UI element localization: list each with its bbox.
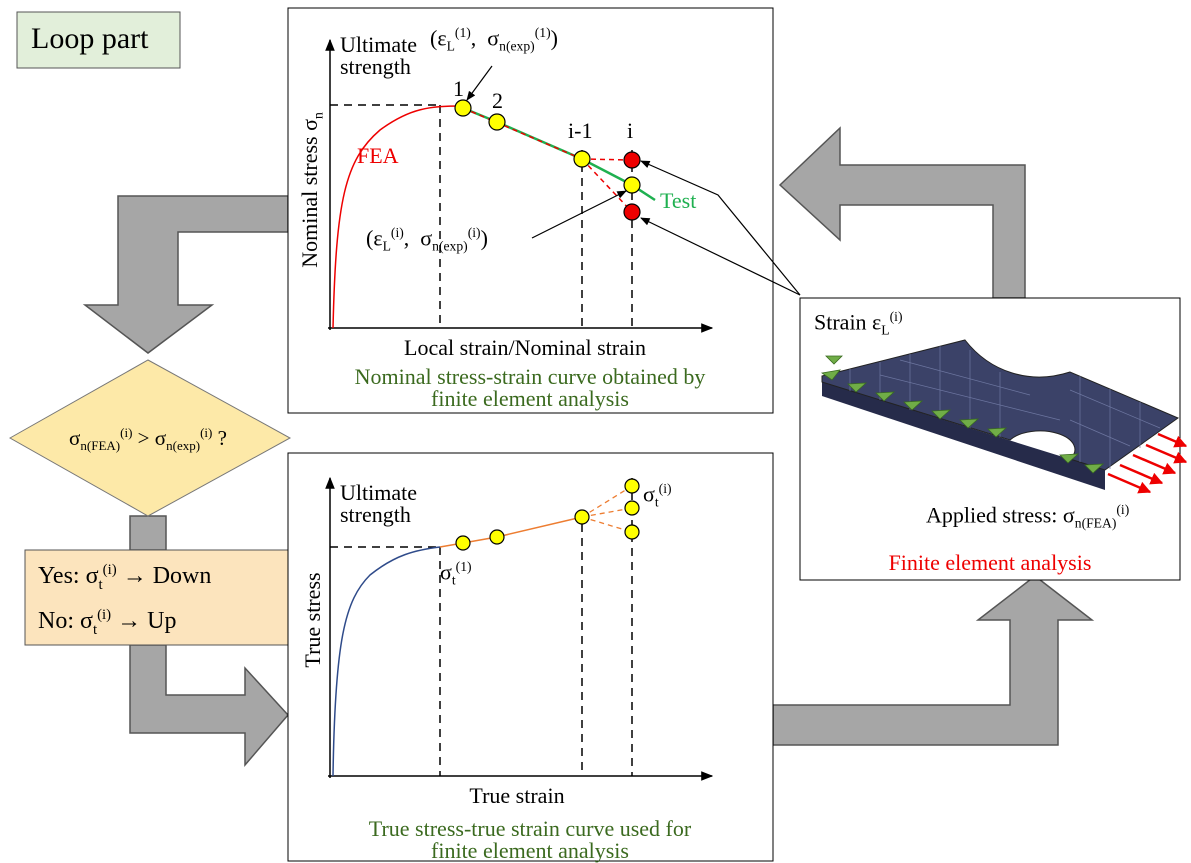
text-part: (ε [430, 25, 447, 50]
sigma-i-label: σt(i) [643, 482, 672, 509]
text-part: L [447, 39, 455, 54]
fea-caption: Finite element analysis [889, 552, 1092, 574]
text-part: n(exp) [432, 239, 468, 254]
point-label: 2 [492, 90, 503, 112]
x-axis-label: Local strain/Nominal strain [404, 337, 646, 359]
text-part: n(exp) [166, 438, 200, 453]
sigma-1-label: σt(1) [440, 560, 472, 587]
text-part: (1) [456, 559, 472, 574]
text-part: σ [440, 559, 452, 584]
text-part: n(FEA) [1075, 516, 1117, 531]
text-part: ) [481, 225, 488, 250]
text-part: n [310, 112, 325, 119]
strain-label: Strain εL(i) [814, 310, 903, 337]
text-part: (i) [391, 225, 404, 240]
text-part: t [93, 622, 97, 638]
x-axis-label: True strain [469, 785, 564, 807]
text-part: (ε [366, 225, 383, 250]
text-part: (1) [535, 25, 551, 40]
y-axis-label: Nominal stress σn [299, 112, 325, 268]
point-label: i [627, 120, 633, 142]
text-part: > σ [132, 426, 166, 450]
text-part: Nominal stress σ [297, 119, 322, 268]
text-part: σ [69, 426, 80, 450]
text-part: (i) [1116, 502, 1129, 517]
text-part: strength [340, 54, 411, 79]
text-part: (i) [200, 425, 212, 440]
applied-stress-label: Applied stress: σn(FEA)(i) [926, 503, 1129, 530]
text-part: , σ [471, 25, 499, 50]
point-label: 1 [453, 78, 464, 100]
text-part: n(exp) [499, 39, 535, 54]
yes-rule: Yes: σt(i) → Down [38, 563, 211, 593]
text-part: (i) [659, 481, 672, 496]
text-part: No: σ [38, 608, 93, 634]
text-part: → Down [117, 563, 212, 589]
fea-label: FEA [357, 145, 399, 167]
text-part: Yes: σ [38, 563, 99, 589]
text-part: σ [643, 481, 655, 506]
point-i-label: (εL(i), σn(exp)(i)) [366, 226, 488, 253]
text-part: (i) [103, 562, 117, 578]
text-part: Strain ε [814, 309, 881, 334]
text-part: → Up [111, 608, 176, 634]
decision-text: σn(FEA)(i) > σn(exp)(i) ? [69, 426, 227, 452]
point-label: i-1 [568, 120, 592, 142]
text-part: L [881, 323, 889, 338]
text-part: t [99, 577, 103, 593]
no-rule: No: σt(i) → Up [38, 608, 176, 638]
text-part: strength [340, 502, 411, 527]
page: Loop part Ultimatestrength Nominal stres… [0, 0, 1191, 863]
text-part: finite element analysis [431, 386, 629, 411]
title: Loop part [31, 24, 148, 54]
y-axis-label: True stress [302, 572, 324, 667]
text-part: t [655, 495, 659, 510]
text-part: , σ [404, 225, 432, 250]
text-part: (1) [455, 25, 471, 40]
text-part: L [383, 239, 391, 254]
text-part: Applied stress: σ [926, 502, 1075, 527]
text-part: (i) [468, 225, 481, 240]
text-part: (i) [97, 607, 111, 623]
text-part: (i) [120, 425, 132, 440]
text-part: (i) [890, 309, 903, 324]
test-label: Test [660, 190, 696, 212]
text-part: ) [551, 25, 558, 50]
text-part: n(FEA) [80, 438, 120, 453]
text-part: finite element analysis [431, 838, 629, 863]
text-part: ? [212, 426, 227, 450]
text-part: t [452, 573, 456, 588]
point-1-label: (εL(1), σn(exp)(1)) [430, 26, 558, 53]
